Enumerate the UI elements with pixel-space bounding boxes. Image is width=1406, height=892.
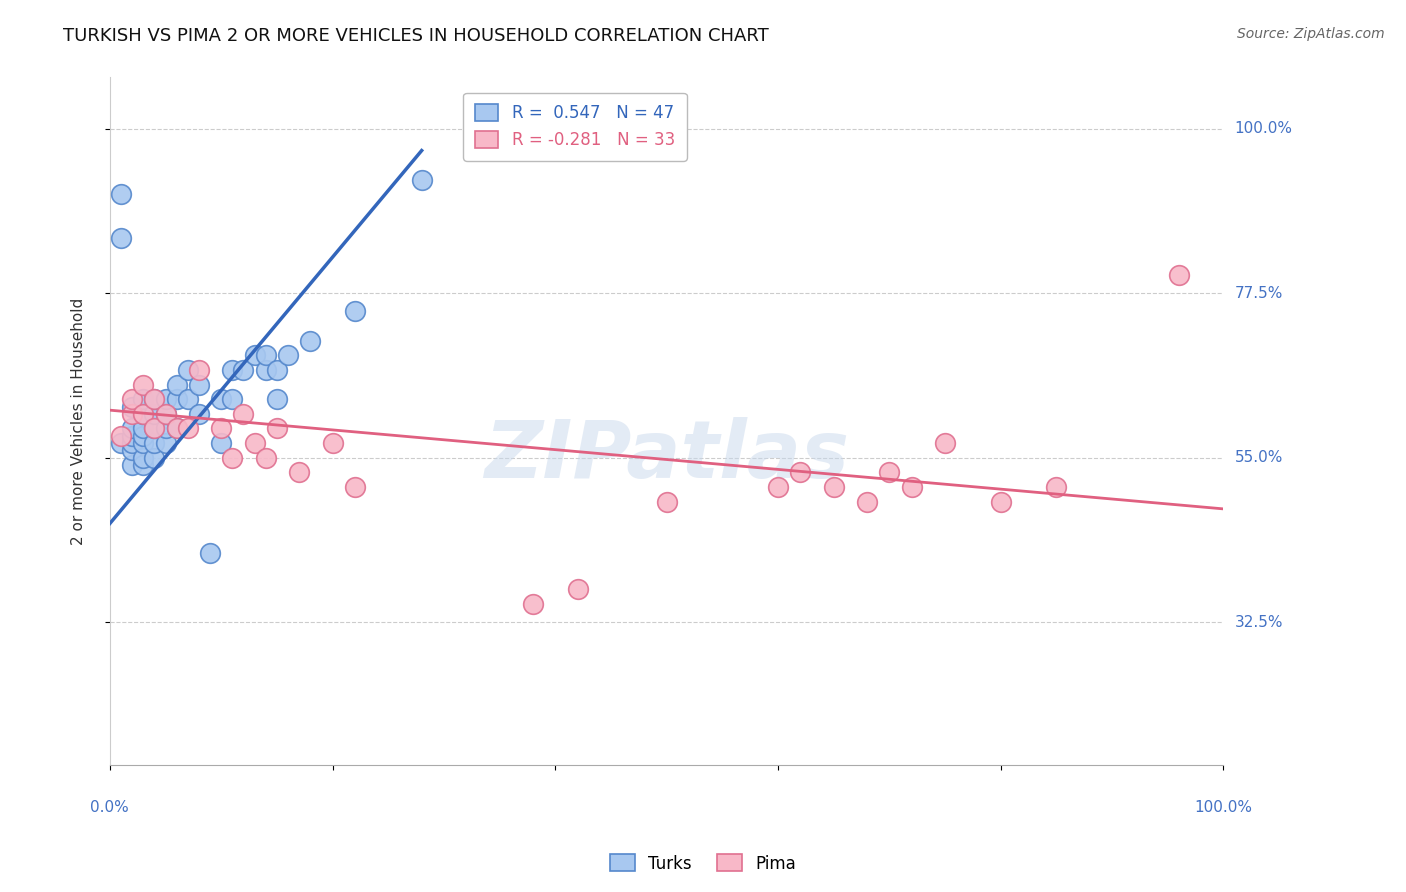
- Point: [1045, 480, 1067, 494]
- Point: [132, 421, 155, 435]
- Point: [143, 436, 166, 450]
- Point: [132, 450, 155, 465]
- Text: 0.0%: 0.0%: [90, 799, 129, 814]
- Point: [655, 494, 678, 508]
- Point: [823, 480, 845, 494]
- Point: [110, 187, 132, 202]
- Point: [166, 421, 188, 435]
- Point: [789, 466, 811, 480]
- Point: [166, 421, 188, 435]
- Point: [1167, 268, 1189, 282]
- Point: [322, 436, 344, 450]
- Legend: R =  0.547   N = 47, R = -0.281   N = 33: R = 0.547 N = 47, R = -0.281 N = 33: [464, 93, 686, 161]
- Legend: Turks, Pima: Turks, Pima: [603, 847, 803, 880]
- Point: [155, 421, 177, 435]
- Point: [121, 392, 143, 407]
- Text: 100.0%: 100.0%: [1195, 799, 1253, 814]
- Point: [990, 494, 1012, 508]
- Point: [155, 436, 177, 450]
- Point: [522, 597, 544, 611]
- Point: [177, 363, 200, 377]
- Text: Source: ZipAtlas.com: Source: ZipAtlas.com: [1237, 27, 1385, 41]
- Point: [132, 392, 155, 407]
- Point: [198, 546, 221, 560]
- Point: [132, 436, 155, 450]
- Point: [567, 582, 589, 597]
- Point: [254, 363, 277, 377]
- Point: [132, 429, 155, 443]
- Point: [900, 480, 922, 494]
- Point: [209, 392, 232, 407]
- Point: [121, 436, 143, 450]
- Point: [166, 377, 188, 392]
- Point: [266, 363, 288, 377]
- Point: [155, 407, 177, 421]
- Point: [411, 173, 433, 187]
- Point: [110, 429, 132, 443]
- Point: [143, 407, 166, 421]
- Point: [121, 458, 143, 472]
- Point: [121, 429, 143, 443]
- Text: TURKISH VS PIMA 2 OR MORE VEHICLES IN HOUSEHOLD CORRELATION CHART: TURKISH VS PIMA 2 OR MORE VEHICLES IN HO…: [63, 27, 769, 45]
- Point: [143, 450, 166, 465]
- Point: [121, 407, 143, 421]
- Point: [143, 392, 166, 407]
- Point: [187, 407, 209, 421]
- Point: [277, 348, 299, 362]
- Text: 77.5%: 77.5%: [1234, 285, 1282, 301]
- Point: [209, 421, 232, 435]
- Point: [121, 443, 143, 458]
- Point: [232, 407, 254, 421]
- Text: 100.0%: 100.0%: [1234, 121, 1292, 136]
- Point: [254, 348, 277, 362]
- Point: [166, 392, 188, 407]
- Point: [266, 392, 288, 407]
- Point: [209, 436, 232, 450]
- Point: [343, 304, 366, 318]
- Text: 55.0%: 55.0%: [1234, 450, 1282, 466]
- Point: [155, 407, 177, 421]
- Point: [232, 363, 254, 377]
- Point: [243, 348, 266, 362]
- Point: [187, 363, 209, 377]
- Point: [254, 450, 277, 465]
- Point: [879, 466, 901, 480]
- Point: [143, 392, 166, 407]
- Point: [934, 436, 956, 450]
- Point: [299, 334, 322, 348]
- Point: [856, 494, 879, 508]
- Point: [110, 436, 132, 450]
- Point: [121, 400, 143, 414]
- Point: [221, 450, 243, 465]
- Point: [243, 436, 266, 450]
- Point: [132, 458, 155, 472]
- Point: [266, 421, 288, 435]
- Y-axis label: 2 or more Vehicles in Household: 2 or more Vehicles in Household: [72, 298, 86, 545]
- Point: [143, 421, 166, 435]
- Point: [132, 407, 155, 421]
- Point: [110, 231, 132, 245]
- Point: [155, 392, 177, 407]
- Point: [766, 480, 789, 494]
- Point: [132, 407, 155, 421]
- Point: [221, 392, 243, 407]
- Point: [343, 480, 366, 494]
- Point: [187, 377, 209, 392]
- Point: [288, 466, 311, 480]
- Point: [177, 421, 200, 435]
- Point: [132, 377, 155, 392]
- Text: 32.5%: 32.5%: [1234, 615, 1284, 630]
- Point: [177, 392, 200, 407]
- Point: [143, 421, 166, 435]
- Text: ZIPatlas: ZIPatlas: [484, 417, 849, 494]
- Point: [221, 363, 243, 377]
- Point: [121, 421, 143, 435]
